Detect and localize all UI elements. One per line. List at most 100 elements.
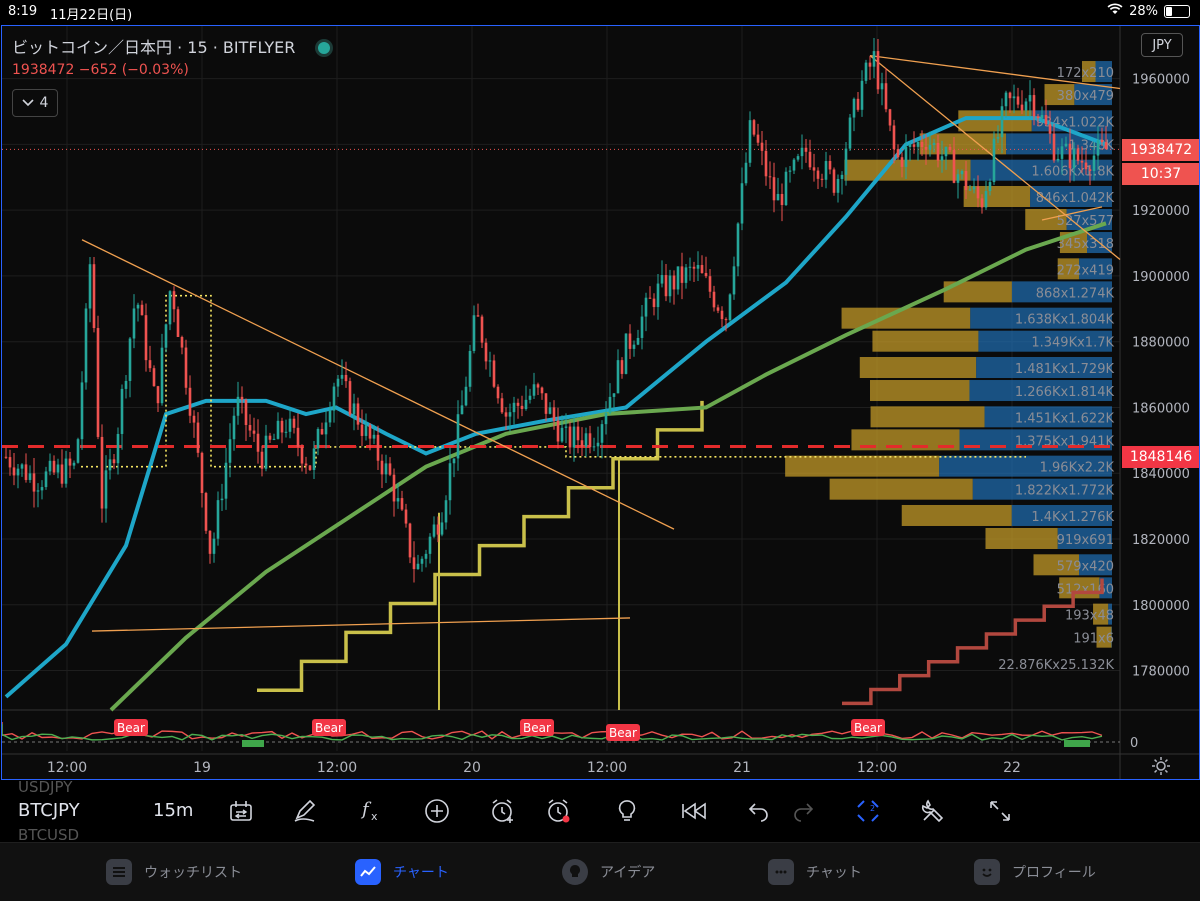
candle-body <box>673 276 676 290</box>
candle-body <box>185 348 188 388</box>
candle-body <box>1069 144 1072 169</box>
compare-icon[interactable] <box>226 796 256 826</box>
candle-body <box>125 381 128 389</box>
candle-body <box>957 174 960 183</box>
tab-profile[interactable]: プロフィール <box>974 859 1096 885</box>
volume-profile-label: 1.266Kx1.814K <box>1015 385 1115 400</box>
tools-icon[interactable] <box>918 796 948 826</box>
candle-body <box>941 156 944 160</box>
candle-body <box>281 421 284 433</box>
candle-body <box>57 464 60 472</box>
candle-body <box>53 461 56 473</box>
tab-chart[interactable]: チャート <box>355 859 449 885</box>
candle-body <box>877 51 880 89</box>
replay-icon[interactable] <box>678 796 708 826</box>
candle-body <box>661 275 664 284</box>
candle-body <box>733 266 736 294</box>
candle-body <box>801 148 804 156</box>
candle-body <box>85 308 88 382</box>
symbol-prev[interactable]: USDJPY <box>18 778 72 796</box>
candle-body <box>629 334 632 349</box>
tab-watchlist[interactable]: ウォッチリスト <box>106 859 242 885</box>
volume-profile-buy-bar <box>871 406 985 427</box>
candle-body <box>1029 95 1032 101</box>
candle-body <box>761 143 764 151</box>
candle-body <box>157 386 160 403</box>
candle-body <box>645 298 648 317</box>
candle-body <box>513 403 516 412</box>
x-axis-tick-label: 12:00 <box>47 760 87 776</box>
candle-body <box>129 339 132 381</box>
candle-body <box>13 467 16 475</box>
chart-area[interactable]: 1960000194000019200001900000188000018600… <box>1 25 1200 780</box>
candle-body <box>301 447 304 464</box>
tab-chat[interactable]: チャット <box>768 859 862 885</box>
candle-body <box>1041 115 1044 118</box>
candle-body <box>273 439 276 440</box>
redo-icon[interactable] <box>788 796 818 826</box>
candle-body <box>49 461 52 472</box>
candle-body <box>1101 140 1104 142</box>
alert-icon[interactable] <box>544 796 574 826</box>
y-axis-tick-label: 1800000 <box>1132 599 1190 614</box>
symbol-legend[interactable]: ビットコイン／日本円 · 15 · BITFLYER <box>12 34 330 58</box>
indicator-collapse-button[interactable]: 4 <box>12 89 58 117</box>
tab-ideas[interactable]: アイデア <box>562 859 655 885</box>
candle-body <box>621 360 624 374</box>
add-icon[interactable] <box>422 796 452 826</box>
tab-bar: ウォッチリスト チャート アイデア チャット プロフィール <box>0 842 1200 901</box>
volume-profile-label: 1.451Kx1.622K <box>1015 411 1115 426</box>
candle-body <box>745 163 748 183</box>
candle-body <box>829 161 832 169</box>
interval-selector[interactable]: 15m <box>153 800 193 821</box>
candle-body <box>401 498 404 509</box>
candle-body <box>725 319 728 320</box>
candle-body <box>873 51 876 67</box>
candle-body <box>261 452 264 469</box>
candle-body <box>765 151 768 176</box>
chart-icon <box>355 859 381 885</box>
bear-label-text: Bear <box>315 721 343 735</box>
candle-body <box>809 152 812 168</box>
candle-body <box>101 437 104 509</box>
candle-body <box>437 525 440 535</box>
bear-label-text: Bear <box>609 726 637 740</box>
candle-body <box>737 224 740 267</box>
candle-body <box>665 275 668 296</box>
candle-body <box>805 148 808 152</box>
candle-body <box>93 264 96 328</box>
candle-body <box>841 175 844 179</box>
candle-body <box>653 299 656 307</box>
undo-icon[interactable] <box>744 796 774 826</box>
volume-profile-label: 193x48 <box>1065 609 1114 624</box>
currency-button[interactable]: JPY <box>1141 33 1183 57</box>
y-axis-tick-label: 1880000 <box>1132 336 1190 351</box>
tab-label: チャット <box>806 862 862 882</box>
candle-body <box>813 167 816 170</box>
draw-icon[interactable] <box>290 796 320 826</box>
candle-body <box>881 83 884 89</box>
crosshair-icon[interactable]: 2 <box>853 796 883 826</box>
candle-body <box>221 499 224 500</box>
candle-body <box>201 453 204 493</box>
symbol-selector[interactable]: BTCJPY <box>18 800 80 821</box>
candle-body <box>769 176 772 177</box>
price-chart[interactable]: 1960000194000019200001900000188000018600… <box>2 26 1199 779</box>
candle-body <box>165 324 168 347</box>
candle-body <box>549 407 552 413</box>
candle-body <box>265 436 268 469</box>
fullscreen-icon[interactable] <box>985 796 1015 826</box>
volume-profile-label: 380x479 <box>1057 89 1114 104</box>
candle-body <box>561 428 564 442</box>
candle-body <box>849 118 852 149</box>
status-time: 8:19 <box>8 4 37 19</box>
alert-add-icon[interactable] <box>488 796 518 826</box>
candle-body <box>945 147 948 156</box>
candle-body <box>109 459 112 470</box>
ideas-icon[interactable] <box>612 796 642 826</box>
list-icon <box>106 859 132 885</box>
candle-body <box>833 169 836 192</box>
volume-profile-buy-bar <box>830 479 973 500</box>
settings-gear-icon[interactable] <box>1151 756 1171 780</box>
